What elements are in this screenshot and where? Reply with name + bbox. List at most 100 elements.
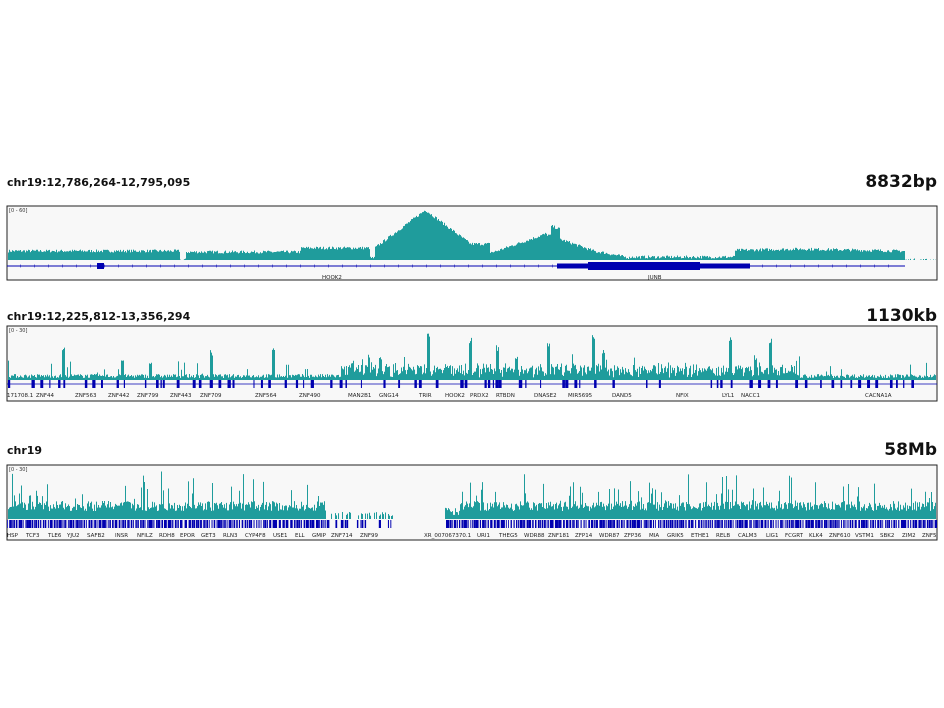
strand-arrow: [467, 264, 470, 268]
exon: [911, 380, 915, 388]
gene-block: [495, 520, 497, 528]
strand-arrow: [19, 264, 22, 268]
gene-block: [626, 520, 628, 528]
exon: [795, 380, 799, 388]
gene-block: [753, 520, 755, 528]
gene-block: [840, 520, 842, 528]
gene-block: [291, 520, 293, 528]
gene-block: [665, 520, 668, 528]
gene-block: [487, 520, 489, 528]
gene-block: [674, 520, 676, 528]
gene-block: [285, 520, 288, 528]
gene-block: [29, 520, 32, 528]
exon: [720, 380, 723, 388]
exon: [579, 380, 581, 388]
gene-block: [528, 520, 531, 528]
gene-block: [716, 520, 718, 528]
gene-block: [547, 520, 549, 528]
exon: [209, 380, 213, 388]
gene-block: [784, 520, 786, 528]
gene-block: [45, 520, 47, 528]
gene-block: [636, 520, 639, 528]
gene-block: [565, 520, 568, 528]
strand-arrow: [145, 264, 148, 268]
exon: [749, 380, 753, 388]
gene-block: [905, 520, 907, 528]
gene-label: NFIX: [676, 393, 689, 399]
gene-block: [599, 520, 602, 528]
exon: [820, 380, 822, 388]
exon: [518, 380, 523, 388]
gene-block: [121, 520, 123, 528]
exon: [284, 380, 287, 388]
gene-block: [690, 520, 693, 528]
gene-block: [880, 520, 882, 528]
gene-label: ETHE1: [691, 533, 709, 539]
gene-block: [387, 520, 389, 528]
strand-arrow: [117, 264, 120, 268]
gene-block: [863, 520, 865, 528]
gene-block: [639, 520, 641, 528]
exon: [850, 380, 853, 388]
gene-block: [706, 520, 708, 528]
gene-block: [96, 520, 98, 528]
gene-block: [390, 520, 392, 528]
gene-block: [516, 520, 518, 528]
gene-block: [821, 520, 823, 528]
gene-block: [658, 520, 660, 528]
gene-label: URI1: [477, 533, 490, 539]
gene-block: [616, 520, 619, 528]
gene-block: [698, 520, 700, 528]
gene-block: [724, 520, 726, 528]
gene-block: [659, 520, 661, 528]
gene-block: [53, 520, 56, 528]
gene-block: [163, 520, 166, 528]
coverage-signal: [8, 210, 936, 260]
strand-arrow: [775, 264, 778, 268]
strand-arrow: [243, 264, 246, 268]
gene-block: [758, 520, 760, 528]
gene-block: [47, 520, 49, 528]
gene-block: [364, 520, 367, 528]
gene-block: [503, 520, 505, 528]
gene-block: [78, 520, 80, 528]
gene-block: [780, 520, 781, 528]
exon: [310, 380, 314, 388]
gene-block: [467, 520, 469, 528]
gene-block: [838, 520, 840, 528]
gene-block: [855, 520, 857, 528]
exon: [8, 380, 11, 388]
gene-block: [263, 520, 265, 528]
gene-block: [279, 520, 281, 528]
gene-block: [269, 520, 271, 528]
strand-arrow: [215, 264, 218, 268]
gene-block: [652, 520, 655, 528]
gene-block: [735, 520, 737, 528]
gene-block: [133, 520, 134, 528]
exon: [710, 380, 713, 388]
gene-block: [193, 520, 196, 528]
gene-block: [872, 520, 875, 528]
gene-block: [90, 520, 93, 528]
gene-block: [49, 520, 52, 528]
gene-block: [549, 520, 552, 528]
gene-block: [485, 520, 487, 528]
gene-block: [736, 520, 739, 528]
gene-block: [20, 520, 23, 528]
gene-block: [318, 520, 320, 528]
gene-block: [786, 520, 788, 528]
gene-label: LYL1: [722, 393, 734, 399]
gene-block: [11, 520, 13, 528]
exon: [418, 380, 422, 388]
gene-block: [808, 520, 811, 528]
gene-block: [204, 520, 206, 528]
locus: chr19:12,225,812-13,356,294: [7, 310, 191, 323]
exon: [31, 380, 35, 388]
gene-label: GRIK5: [667, 533, 684, 539]
gene-block: [559, 520, 561, 528]
gene-block: [102, 520, 105, 528]
gene-block: [203, 520, 205, 528]
gene-block: [303, 520, 306, 528]
strand-arrow: [61, 264, 64, 268]
gene-block: [721, 520, 723, 528]
